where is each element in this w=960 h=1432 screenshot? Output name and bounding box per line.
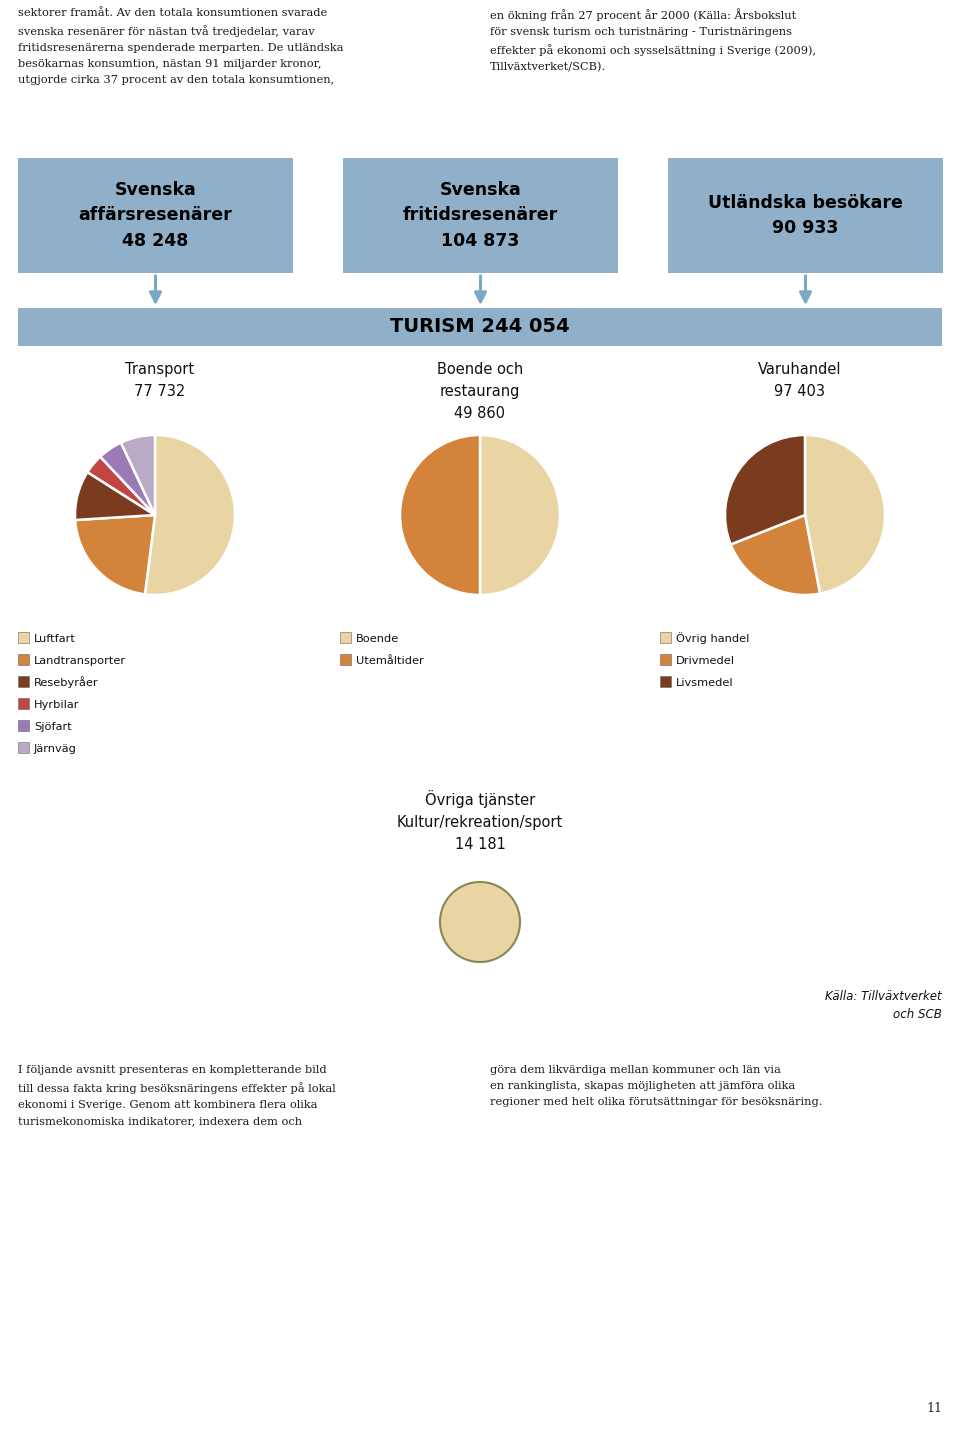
Text: Boende och
restaurang
49 860: Boende och restaurang 49 860 bbox=[437, 362, 523, 421]
Bar bbox=[18, 742, 29, 753]
Text: Landtransporter: Landtransporter bbox=[34, 656, 126, 666]
Bar bbox=[18, 308, 942, 347]
Wedge shape bbox=[480, 435, 560, 596]
Wedge shape bbox=[121, 435, 155, 516]
Text: Övrig handel: Övrig handel bbox=[676, 633, 750, 644]
Text: Utländska besökare
90 933: Utländska besökare 90 933 bbox=[708, 193, 903, 238]
Text: I följande avsnitt presenteras en kompletterande bild
till dessa fakta kring bes: I följande avsnitt presenteras en komple… bbox=[18, 1065, 336, 1126]
Text: Övriga tjänster
Kultur/rekreation/sport
14 181: Övriga tjänster Kultur/rekreation/sport … bbox=[396, 790, 564, 852]
Text: sektorer framåt. Av den totala konsumtionen svarade
svenska resenärer för nästan: sektorer framåt. Av den totala konsumtio… bbox=[18, 9, 344, 84]
Bar bbox=[18, 158, 293, 274]
Text: göra dem likvärdiga mellan kommuner och län via
en rankinglista, skapas möjlighe: göra dem likvärdiga mellan kommuner och … bbox=[490, 1065, 823, 1107]
Wedge shape bbox=[87, 457, 155, 516]
Text: 11: 11 bbox=[926, 1402, 942, 1415]
Wedge shape bbox=[731, 516, 820, 596]
Text: Resebyråer: Resebyråer bbox=[34, 676, 99, 689]
Text: Svenska
fritidsresenärer
104 873: Svenska fritidsresenärer 104 873 bbox=[403, 180, 558, 251]
Bar bbox=[668, 158, 943, 274]
Text: Drivmedel: Drivmedel bbox=[676, 656, 735, 666]
Text: Livsmedel: Livsmedel bbox=[676, 677, 733, 687]
Text: Järnväg: Järnväg bbox=[34, 743, 77, 753]
Bar bbox=[660, 676, 671, 687]
Bar bbox=[18, 720, 29, 730]
Text: Utemåltider: Utemåltider bbox=[356, 656, 423, 666]
Wedge shape bbox=[145, 435, 235, 596]
Bar bbox=[660, 632, 671, 643]
Wedge shape bbox=[805, 435, 885, 594]
Wedge shape bbox=[440, 882, 520, 962]
Bar bbox=[18, 654, 29, 664]
Text: Luftfart: Luftfart bbox=[34, 633, 76, 643]
Text: Svenska
affärsresenärer
48 248: Svenska affärsresenärer 48 248 bbox=[79, 180, 232, 251]
Text: Boende: Boende bbox=[356, 633, 399, 643]
Bar bbox=[340, 654, 351, 664]
Text: Källa: Tillväxtverket
och SCB: Källa: Tillväxtverket och SCB bbox=[826, 990, 942, 1021]
Text: TURISM 244 054: TURISM 244 054 bbox=[390, 318, 570, 337]
Bar bbox=[343, 158, 618, 274]
Wedge shape bbox=[75, 516, 155, 594]
Wedge shape bbox=[100, 442, 155, 516]
Bar bbox=[18, 697, 29, 709]
Wedge shape bbox=[400, 435, 480, 596]
Text: en ökning från 27 procent år 2000 (Källa: Årsbokslut
för svensk turism och turis: en ökning från 27 procent år 2000 (Källa… bbox=[490, 9, 816, 73]
Bar bbox=[18, 676, 29, 687]
Bar bbox=[340, 632, 351, 643]
Text: Varuhandel
97 403: Varuhandel 97 403 bbox=[758, 362, 842, 400]
Wedge shape bbox=[725, 435, 805, 544]
Bar bbox=[660, 654, 671, 664]
Wedge shape bbox=[75, 473, 155, 520]
Text: Transport
77 732: Transport 77 732 bbox=[126, 362, 195, 400]
Text: Hyrbilar: Hyrbilar bbox=[34, 699, 80, 709]
Text: Sjöfart: Sjöfart bbox=[34, 722, 72, 732]
Bar bbox=[18, 632, 29, 643]
